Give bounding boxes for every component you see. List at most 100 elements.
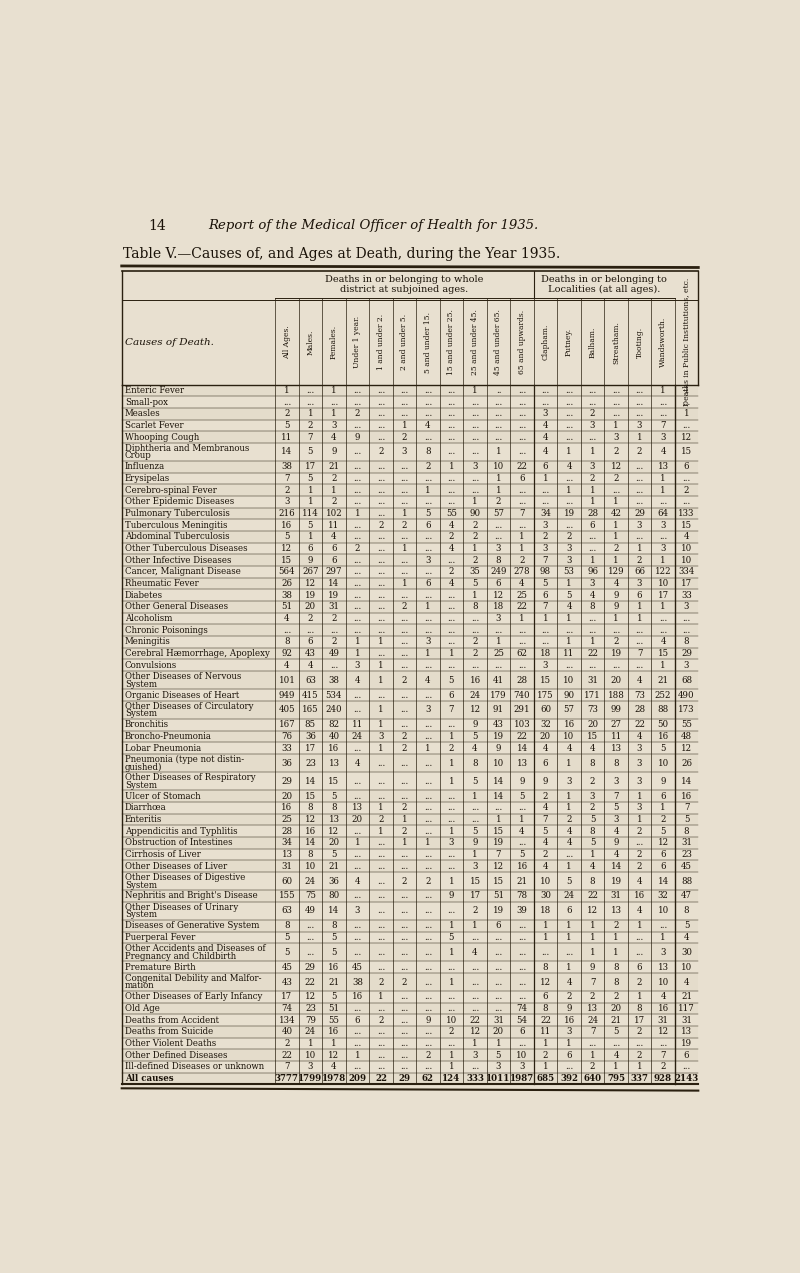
Text: Diabetes: Diabetes: [125, 591, 163, 600]
Text: ...: ...: [400, 862, 409, 871]
Text: 16: 16: [470, 676, 481, 685]
Text: ...: ...: [494, 978, 502, 987]
Text: ...: ...: [447, 862, 455, 871]
Text: Other Tuberculous Diseases: Other Tuberculous Diseases: [125, 544, 247, 552]
Text: 64: 64: [658, 509, 669, 518]
Text: 9: 9: [566, 1004, 572, 1013]
Text: ...: ...: [354, 421, 362, 430]
Text: 4: 4: [331, 1063, 337, 1072]
Text: 2: 2: [590, 1063, 595, 1072]
Text: Balham.: Balham.: [589, 326, 597, 358]
Text: 21: 21: [610, 1016, 622, 1025]
Text: 8: 8: [284, 922, 290, 931]
Text: 4: 4: [542, 433, 548, 442]
Text: ...: ...: [377, 962, 385, 971]
Text: Lobar Pneumonia: Lobar Pneumonia: [125, 743, 201, 752]
Text: 8: 8: [331, 922, 337, 931]
Text: 2: 2: [614, 638, 618, 647]
Text: ...: ...: [542, 638, 550, 647]
Text: 21: 21: [517, 877, 527, 886]
Text: 22: 22: [540, 1016, 551, 1025]
Text: 92: 92: [282, 649, 293, 658]
Bar: [122, 531, 698, 542]
Text: Diphtheria and Membranous: Diphtheria and Membranous: [125, 444, 249, 453]
Text: 1: 1: [472, 544, 478, 552]
Text: Pneumonia (type not distin-: Pneumonia (type not distin-: [125, 755, 244, 764]
Text: 4: 4: [284, 614, 290, 622]
Text: 21: 21: [328, 462, 339, 471]
Text: 6: 6: [426, 579, 430, 588]
Text: 1: 1: [590, 556, 595, 565]
Text: 14: 14: [681, 777, 692, 785]
Text: 267: 267: [302, 568, 318, 577]
Text: 91: 91: [493, 705, 504, 714]
Text: 9: 9: [590, 962, 595, 971]
Text: 3: 3: [378, 732, 384, 741]
Text: 45: 45: [681, 862, 692, 871]
Text: 2: 2: [284, 486, 290, 495]
Text: 57: 57: [563, 705, 574, 714]
Text: 2: 2: [614, 447, 618, 457]
Text: 1: 1: [566, 933, 572, 942]
Text: ...: ...: [377, 1063, 385, 1072]
Text: System: System: [125, 780, 157, 789]
Text: 1: 1: [566, 486, 572, 495]
Text: 10: 10: [563, 732, 574, 741]
Text: ...: ...: [682, 474, 690, 482]
Text: Pregnancy and Childbirth: Pregnancy and Childbirth: [125, 952, 236, 961]
Text: ...: ...: [518, 947, 526, 957]
Text: ...: ...: [424, 568, 432, 577]
Text: 16: 16: [328, 962, 339, 971]
Text: 122: 122: [654, 568, 671, 577]
Text: ...: ...: [354, 626, 362, 635]
Text: 74: 74: [517, 1004, 527, 1013]
Text: 1: 1: [378, 661, 384, 670]
Text: 1: 1: [660, 556, 666, 565]
Text: ...: ...: [400, 1039, 409, 1048]
Bar: [122, 1003, 698, 1015]
Text: 6: 6: [684, 1050, 690, 1059]
Text: 33: 33: [681, 591, 692, 600]
Text: ...: ...: [424, 815, 432, 824]
Text: 2: 2: [542, 1050, 548, 1059]
Text: ...: ...: [635, 409, 644, 419]
Text: ...: ...: [518, 521, 526, 530]
Text: 2: 2: [331, 614, 337, 622]
Text: 19: 19: [493, 732, 504, 741]
Text: ...: ...: [424, 862, 432, 871]
Text: 12: 12: [681, 433, 692, 442]
Text: 8: 8: [684, 826, 690, 835]
Bar: [122, 625, 698, 636]
Text: 2: 2: [472, 521, 478, 530]
Bar: [122, 1026, 698, 1037]
Text: ...: ...: [377, 568, 385, 577]
Text: 1: 1: [637, 815, 642, 824]
Text: 4: 4: [566, 826, 572, 835]
Text: ...: ...: [659, 409, 667, 419]
Text: 1: 1: [354, 509, 360, 518]
Text: 17: 17: [282, 993, 293, 1002]
Text: 8: 8: [542, 1004, 548, 1013]
Text: 16: 16: [563, 1016, 574, 1025]
Text: 173: 173: [678, 705, 694, 714]
Text: 8: 8: [684, 638, 690, 647]
Text: 2: 2: [590, 777, 595, 785]
Text: ...: ...: [518, 993, 526, 1002]
Text: ...: ...: [424, 1027, 432, 1036]
Text: 1: 1: [496, 486, 502, 495]
Text: ...: ...: [424, 933, 432, 942]
Text: 4: 4: [684, 978, 690, 987]
Text: ...: ...: [494, 962, 502, 971]
Text: ...: ...: [447, 850, 455, 859]
Text: 14: 14: [282, 447, 293, 457]
Text: 1: 1: [637, 792, 642, 801]
Text: 4: 4: [519, 826, 525, 835]
Text: 16: 16: [517, 862, 527, 871]
Text: 12: 12: [587, 906, 598, 915]
Text: 14: 14: [328, 906, 339, 915]
Text: ...: ...: [518, 433, 526, 442]
Bar: [122, 791, 698, 802]
Text: 3: 3: [472, 1050, 478, 1059]
Text: 2: 2: [402, 433, 407, 442]
Text: ...: ...: [424, 803, 432, 812]
